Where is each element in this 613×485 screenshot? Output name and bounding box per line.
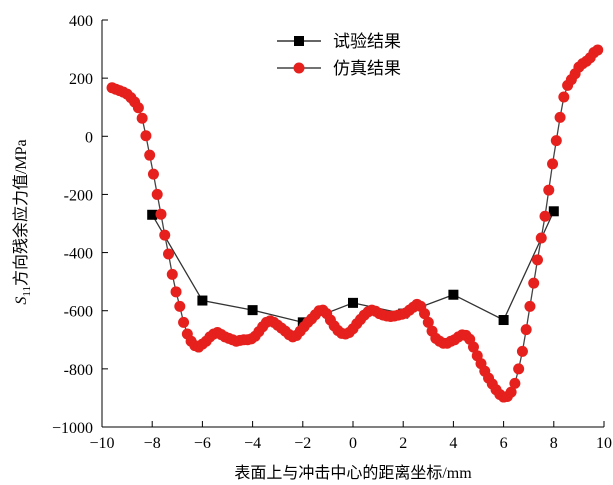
simulation-point bbox=[505, 386, 517, 398]
simulation-point bbox=[159, 229, 171, 241]
experiment-point bbox=[498, 315, 509, 326]
y-tick-label: -800 bbox=[64, 362, 93, 379]
simulation-point bbox=[163, 248, 175, 260]
x-axis-title: 表面上与冲击中心的距离坐标/mm bbox=[234, 464, 472, 482]
y-axis-title: S11方向残余应力值/MPa bbox=[11, 139, 33, 304]
simulation-point bbox=[513, 363, 525, 375]
y-tick-label: −1000 bbox=[52, 420, 93, 437]
simulation-point bbox=[535, 232, 547, 244]
experiment-point bbox=[548, 206, 559, 217]
simulation-point bbox=[509, 377, 521, 389]
legend-label-experiment: 试验结果 bbox=[333, 32, 401, 51]
x-tick-label: −4 bbox=[244, 435, 261, 452]
y-axis-title-subscript: 11 bbox=[21, 286, 33, 297]
simulation-point bbox=[550, 135, 562, 147]
series-line-1 bbox=[111, 49, 599, 398]
legend-marker-simulation bbox=[293, 62, 305, 74]
x-tick-label: 0 bbox=[349, 435, 357, 452]
experiment-point bbox=[197, 295, 208, 306]
experiment-point bbox=[247, 305, 258, 316]
experiment-point bbox=[147, 209, 158, 220]
ticks: −10 −8 −6 −4 −2 0 2 4 6 8 10 400 200 0 -200 -400 -600 -80… bbox=[52, 13, 612, 452]
simulation-point bbox=[155, 208, 167, 220]
simulation-point bbox=[136, 112, 148, 124]
experiment-point bbox=[348, 297, 358, 308]
simulation-point bbox=[543, 184, 555, 196]
simulation-point bbox=[524, 300, 536, 312]
simulation-point bbox=[516, 345, 528, 357]
y-axis-title-symbol: S bbox=[13, 297, 30, 305]
x-tick-label: −8 bbox=[144, 435, 161, 452]
simulation-point bbox=[422, 316, 434, 328]
simulation-point bbox=[467, 341, 479, 353]
simulation-point bbox=[144, 149, 156, 161]
simulation-point bbox=[528, 277, 540, 289]
simulation-point bbox=[140, 130, 152, 142]
simulation-point bbox=[554, 111, 566, 123]
y-tick-label: -200 bbox=[64, 187, 93, 204]
simulation-point bbox=[419, 308, 431, 320]
simulation-point bbox=[520, 324, 532, 336]
y-axis-title-text: 方向残余应力值/MPa bbox=[11, 139, 30, 286]
legend-marker-experiment bbox=[294, 36, 304, 46]
x-tick-label: −2 bbox=[294, 435, 311, 452]
simulation-point bbox=[151, 188, 163, 200]
simulation-point bbox=[170, 286, 182, 298]
series-lines bbox=[111, 49, 599, 398]
simulation-point bbox=[531, 254, 543, 266]
simulation-point bbox=[539, 210, 551, 222]
x-tick-label: 2 bbox=[399, 435, 407, 452]
x-tick-label: 4 bbox=[449, 435, 457, 452]
simulation-point bbox=[132, 102, 144, 114]
y-tick-label: -400 bbox=[64, 246, 93, 263]
x-tick-label: −6 bbox=[194, 435, 211, 452]
series-markers bbox=[106, 44, 604, 403]
simulation-point bbox=[547, 158, 559, 170]
x-tick-label: 6 bbox=[500, 435, 508, 452]
simulation-point bbox=[166, 268, 178, 280]
legend: 试验结果 仿真结果 bbox=[277, 32, 401, 78]
experiment-point bbox=[448, 289, 459, 300]
axes bbox=[101, 20, 604, 428]
y-tick-label: 400 bbox=[69, 13, 93, 30]
simulation-point bbox=[174, 300, 186, 312]
simulation-point bbox=[592, 44, 604, 56]
y-tick-label: -600 bbox=[64, 304, 93, 321]
y-tick-label: 200 bbox=[69, 71, 93, 88]
simulation-point bbox=[178, 316, 190, 328]
legend-label-simulation: 仿真结果 bbox=[333, 59, 401, 78]
simulation-point bbox=[147, 168, 159, 180]
y-tick-label: 0 bbox=[85, 129, 93, 146]
x-tick-label: 10 bbox=[596, 435, 612, 452]
x-tick-label: 8 bbox=[550, 435, 558, 452]
simulation-point bbox=[558, 91, 570, 103]
x-tick-label: −10 bbox=[89, 435, 114, 452]
